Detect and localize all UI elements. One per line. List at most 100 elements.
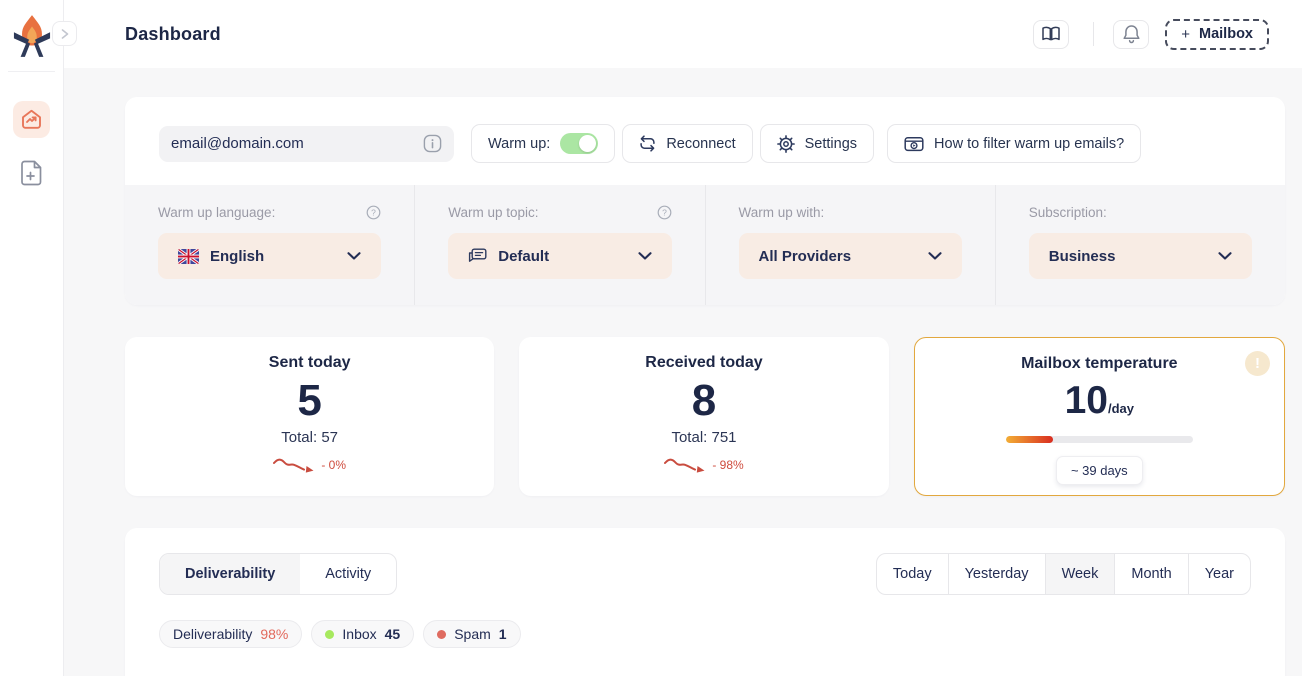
sent-change: - 0% — [321, 457, 346, 472]
video-recorder-icon — [904, 137, 924, 152]
add-mailbox-label: Mailbox — [1199, 26, 1253, 42]
panel-tabs: Deliverability Activity — [159, 553, 398, 595]
sent-title: Sent today — [268, 354, 351, 371]
range-today[interactable]: Today — [892, 566, 932, 582]
deliverability-badge-value: 98% — [260, 626, 289, 642]
book-open-icon — [1042, 26, 1060, 41]
temperature-title: Mailbox temperature — [1021, 355, 1178, 372]
email-value: email@domain.com — [171, 135, 304, 152]
analytics-panel: Deliverability Activity Today Yesterday … — [125, 528, 1285, 676]
range-yesterday[interactable]: Yesterday — [947, 554, 1045, 594]
sent-today-card: Sent today 5 Total: 57 - 0% — [125, 337, 495, 496]
spam-badge-value: 1 — [498, 626, 507, 642]
tab-activity[interactable]: Activity — [325, 566, 372, 582]
warmup-label: Warm up: — [488, 135, 551, 152]
header-divider — [1093, 22, 1095, 46]
stats-row: Sent today 5 Total: 57 - 0% Received tod… — [125, 337, 1285, 496]
warmup-toggle[interactable] — [560, 133, 599, 154]
chevron-down-icon — [928, 252, 942, 260]
home-trend-icon — [22, 109, 41, 129]
range-year[interactable]: Year — [1187, 554, 1250, 594]
docs-button[interactable] — [1033, 19, 1070, 49]
help-icon[interactable]: ? — [366, 205, 381, 220]
sidebar-item-dashboard[interactable] — [13, 101, 50, 138]
main-content: email@domain.com Warm up: Reconnec — [64, 68, 1302, 676]
inbox-badge[interactable]: Inbox 45 — [311, 620, 415, 648]
temperature-progress-fill — [1005, 436, 1053, 443]
subscription-label: Subscription: — [1028, 204, 1107, 220]
warmup-settings-band: Warm up language: ? — [125, 185, 1285, 305]
settings-button[interactable]: Settings — [759, 124, 875, 163]
temperature-eta-badge: ~ 39 days — [1055, 456, 1143, 485]
mailbox-toolbar: email@domain.com Warm up: Reconnec — [125, 97, 1285, 185]
topic-select[interactable]: Default — [448, 233, 672, 279]
providers-value: All Providers — [758, 247, 852, 265]
mailbox-card: email@domain.com Warm up: Reconnec — [125, 97, 1285, 305]
uk-flag-icon — [178, 248, 199, 264]
setting-topic: Warm up topic: ? Default — [414, 185, 704, 305]
legend-badges: Deliverability 98% Inbox 45 Spam 1 — [159, 620, 1251, 648]
trend-down-sparkline-icon — [273, 459, 314, 473]
chat-icon — [469, 248, 487, 262]
chevron-down-icon — [347, 252, 361, 260]
sent-value: 5 — [297, 376, 322, 425]
plus-icon: + — [1181, 25, 1191, 43]
settings-label: Settings — [804, 135, 858, 152]
howto-filter-button[interactable]: How to filter warm up emails? — [887, 124, 1142, 163]
notifications-button[interactable] — [1113, 19, 1150, 49]
inbox-dot-icon — [325, 629, 335, 639]
received-today-card: Received today 8 Total: 751 - 98% — [519, 337, 889, 496]
bell-icon — [1123, 25, 1140, 44]
info-icon[interactable] — [423, 134, 442, 153]
language-value: English — [210, 247, 265, 265]
page-title: Dashboard — [125, 23, 221, 44]
trend-down-sparkline-icon — [664, 459, 705, 473]
svg-text:?: ? — [371, 207, 376, 217]
inbox-badge-label: Inbox — [342, 626, 377, 642]
subscription-select[interactable]: Business — [1028, 233, 1252, 279]
add-mailbox-button[interactable]: + Mailbox — [1165, 18, 1269, 50]
warning-icon[interactable]: ! — [1244, 351, 1270, 376]
language-select[interactable]: English — [158, 233, 382, 279]
chevron-down-icon — [637, 252, 652, 260]
mailbox-temperature-card: ! Mailbox temperature 10 /day ~ 39 days — [913, 337, 1285, 496]
temperature-value: 10 — [1064, 379, 1108, 422]
spam-dot-icon — [437, 629, 447, 639]
header-actions: + Mailbox — [1033, 18, 1269, 50]
reconnect-label: Reconnect — [666, 135, 736, 152]
spam-badge-label: Spam — [454, 626, 491, 642]
email-field[interactable]: email@domain.com — [159, 125, 454, 162]
top-header: Dashboard + Mailbox — [64, 0, 1302, 68]
providers-select[interactable]: All Providers — [738, 233, 962, 279]
tab-deliverability[interactable]: Deliverability — [160, 554, 301, 594]
setting-subscription: Subscription: Business — [994, 185, 1285, 305]
sidebar-collapse-button[interactable] — [52, 21, 77, 46]
range-month[interactable]: Month — [1114, 554, 1187, 594]
help-icon[interactable]: ? — [657, 205, 672, 220]
spam-badge[interactable]: Spam 1 — [423, 620, 521, 648]
sidebar — [0, 0, 77, 676]
gear-icon — [776, 134, 795, 153]
howto-filter-label: How to filter warm up emails? — [934, 135, 1125, 152]
language-label: Warm up language: — [158, 204, 276, 220]
setting-language: Warm up language: ? — [125, 185, 414, 305]
time-range-selector: Today Yesterday Week Month Year — [875, 553, 1251, 595]
toggle-knob — [579, 135, 597, 152]
received-title: Received today — [645, 354, 763, 371]
warmup-toggle-group: Warm up: — [471, 124, 616, 163]
deliverability-badge-label: Deliverability — [173, 626, 253, 642]
topic-value: Default — [498, 247, 550, 265]
deliverability-badge[interactable]: Deliverability 98% — [159, 620, 303, 648]
sidebar-item-add-mailbox[interactable] — [13, 154, 50, 191]
range-week[interactable]: Week — [1044, 554, 1115, 594]
reconnect-button[interactable]: Reconnect — [622, 124, 753, 163]
received-change: - 98% — [712, 457, 744, 472]
received-value: 8 — [691, 376, 717, 425]
temperature-progress-bar — [1005, 436, 1193, 443]
repeat-icon — [640, 135, 655, 152]
setting-providers: Warm up with: All Providers — [704, 185, 995, 305]
temperature-unit: /day — [1108, 401, 1135, 416]
file-plus-icon — [21, 160, 42, 185]
app-logo-flame-icon — [13, 15, 50, 57]
inbox-badge-value: 45 — [384, 626, 401, 642]
